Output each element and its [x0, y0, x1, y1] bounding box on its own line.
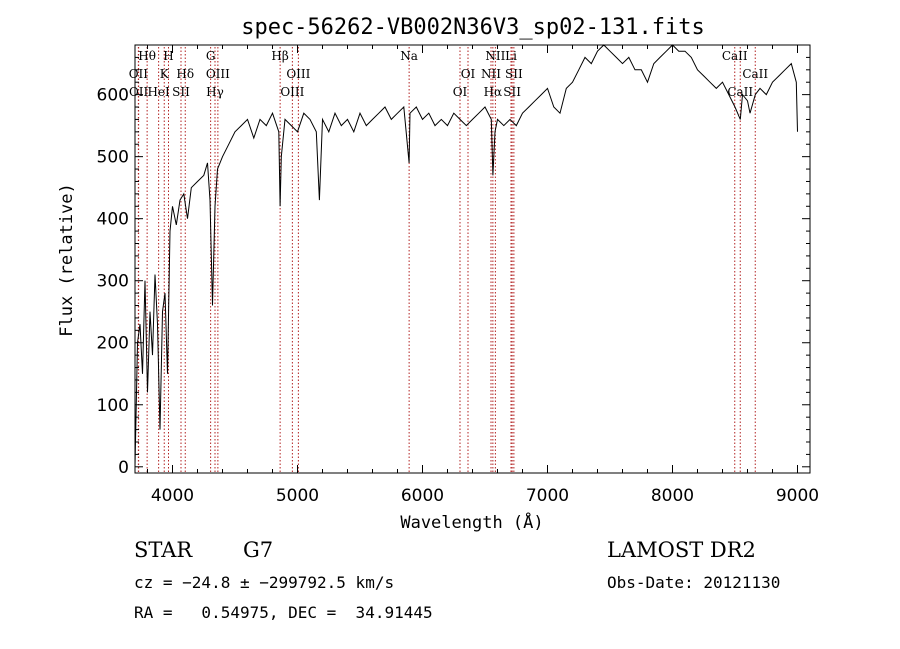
line-label-5: NII [485, 49, 505, 63]
line-label-22: OI [453, 85, 468, 99]
y-axis-ticks: 0 100 200 300 400 500 600 [97, 56, 810, 478]
coordinates: RA = 0.54975, DEC = 34.91445 [134, 603, 433, 622]
line-label-4: Na [400, 49, 418, 63]
line-label-18: HeI [147, 85, 170, 99]
x-tick-label-3: 7000 [526, 486, 569, 506]
line-label-11: OIII [206, 67, 230, 81]
line-label-1: H [163, 49, 173, 63]
line-label-12: OIII [286, 67, 310, 81]
plot-frame [134, 44, 811, 474]
line-label-14: NII [481, 67, 501, 81]
line-label-3: Hβ [271, 49, 288, 63]
y-tick-label-2: 200 [97, 334, 129, 354]
line-label-9: K [160, 67, 170, 81]
line-label-25: CaII [727, 85, 753, 99]
x-axis-ticks: 4000 5000 6000 7000 8000 9000 [147, 45, 819, 506]
line-label-2: G [206, 49, 216, 63]
y-tick-label-1: 100 [97, 396, 129, 416]
chart-title: spec-56262-VB002N36V3_sp02-131.fits [241, 15, 705, 40]
spectrum-chart: spec-56262-VB002N36V3_sp02-131.fits Hθ H G… [57, 15, 819, 533]
y-tick-label-3: 300 [97, 272, 129, 292]
x-tick-label-0: 4000 [151, 486, 194, 506]
line-markers [137, 47, 756, 473]
spectrum-line [134, 44, 798, 467]
y-axis-label: Flux (relative) [57, 183, 77, 337]
x-axis-label: Wavelength (Å) [400, 511, 543, 533]
y-tick-label-6: 600 [97, 86, 129, 106]
line-label-21: OIII [280, 85, 304, 99]
subclass: G7 [243, 538, 274, 562]
line-label-15: SII [505, 67, 523, 81]
line-label-8: OII [129, 67, 149, 81]
x-tick-label-5: 9000 [776, 486, 819, 506]
line-label-23: Hα [484, 85, 503, 99]
x-tick-label-4: 8000 [651, 486, 694, 506]
line-label-16: CaII [742, 67, 768, 81]
line-label-24: SII [503, 85, 521, 99]
obs-date: Obs-Date: 20121130 [607, 573, 781, 592]
x-tick-label-2: 6000 [401, 486, 444, 506]
line-label-7: CaII [722, 49, 748, 63]
line-label-17: OII [129, 85, 149, 99]
y-tick-label-4: 400 [97, 210, 129, 230]
y-tick-label-5: 500 [97, 148, 129, 168]
line-label-0: Hθ [138, 49, 156, 63]
line-label-6: Li [505, 49, 517, 63]
y-tick-label-0: 0 [118, 458, 129, 478]
x-tick-label-1: 5000 [276, 486, 319, 506]
object-class: STAR [134, 538, 193, 562]
line-label-10: Hδ [176, 67, 194, 81]
survey-name: LAMOST DR2 [607, 538, 756, 562]
line-label-20: Hγ [206, 85, 224, 99]
line-label-13: OI [461, 67, 476, 81]
line-label-19: SII [172, 85, 190, 99]
redshift-readout: cz = −24.8 ± −299792.5 km/s [134, 573, 395, 592]
